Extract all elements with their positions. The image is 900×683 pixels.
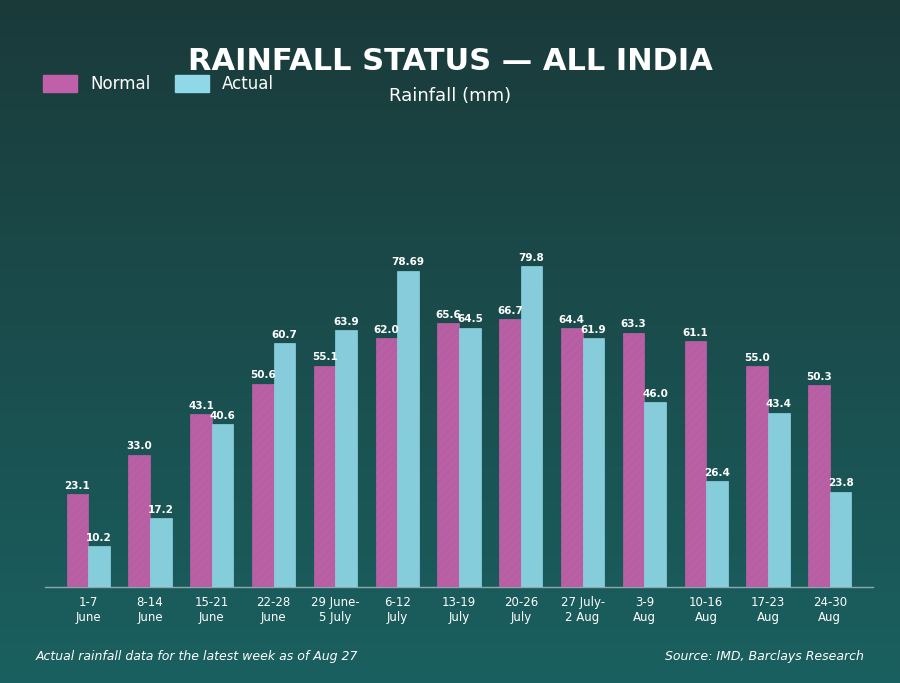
- Text: 40.6: 40.6: [210, 410, 236, 421]
- Bar: [314, 365, 336, 587]
- Bar: [252, 384, 274, 587]
- Text: 33.0: 33.0: [126, 441, 152, 451]
- Text: 62.0: 62.0: [374, 324, 400, 335]
- Bar: [808, 385, 830, 587]
- Text: 10.2: 10.2: [86, 533, 112, 543]
- Text: 66.7: 66.7: [497, 305, 523, 316]
- Bar: [623, 333, 644, 587]
- Bar: [375, 338, 397, 587]
- Bar: [437, 323, 459, 587]
- Bar: [190, 414, 212, 587]
- Text: Source: IMD, Barclays Research: Source: IMD, Barclays Research: [665, 650, 864, 663]
- Text: 61.9: 61.9: [580, 325, 607, 335]
- Bar: [561, 328, 582, 587]
- Bar: [706, 481, 728, 587]
- Bar: [150, 518, 172, 587]
- Text: Actual rainfall data for the latest week as of Aug 27: Actual rainfall data for the latest week…: [36, 650, 358, 663]
- Legend: Normal, Actual: Normal, Actual: [37, 68, 281, 100]
- Text: 63.3: 63.3: [621, 320, 646, 329]
- Bar: [459, 328, 481, 587]
- Text: 64.5: 64.5: [457, 314, 482, 324]
- Text: 17.2: 17.2: [148, 505, 174, 515]
- Bar: [582, 338, 604, 587]
- Bar: [274, 343, 295, 587]
- Bar: [768, 413, 789, 587]
- Text: 50.3: 50.3: [806, 372, 832, 382]
- Text: 43.4: 43.4: [766, 400, 792, 409]
- Text: 55.0: 55.0: [744, 352, 770, 363]
- Text: 79.8: 79.8: [518, 253, 544, 263]
- Text: 50.6: 50.6: [250, 370, 275, 380]
- Bar: [212, 424, 233, 587]
- Bar: [397, 270, 418, 587]
- Bar: [644, 402, 666, 587]
- Text: 23.8: 23.8: [828, 478, 853, 488]
- Text: 26.4: 26.4: [704, 468, 730, 478]
- Bar: [500, 319, 521, 587]
- Text: RAINFALL STATUS — ALL INDIA: RAINFALL STATUS — ALL INDIA: [187, 47, 713, 76]
- Bar: [336, 330, 357, 587]
- Bar: [88, 546, 110, 587]
- Text: 61.1: 61.1: [682, 328, 708, 338]
- Text: 63.9: 63.9: [333, 317, 359, 327]
- Text: 55.1: 55.1: [311, 352, 338, 362]
- Text: 64.4: 64.4: [559, 315, 585, 325]
- Text: 43.1: 43.1: [188, 401, 214, 410]
- Bar: [746, 366, 768, 587]
- Text: 65.6: 65.6: [436, 310, 461, 320]
- Text: 23.1: 23.1: [65, 481, 90, 491]
- Text: 60.7: 60.7: [272, 330, 297, 339]
- Bar: [521, 266, 543, 587]
- Text: Rainfall (mm): Rainfall (mm): [389, 87, 511, 104]
- Text: 78.69: 78.69: [392, 257, 425, 267]
- Bar: [129, 454, 150, 587]
- Bar: [67, 494, 88, 587]
- Text: 46.0: 46.0: [643, 389, 668, 399]
- Bar: [685, 342, 706, 587]
- Bar: [830, 492, 851, 587]
